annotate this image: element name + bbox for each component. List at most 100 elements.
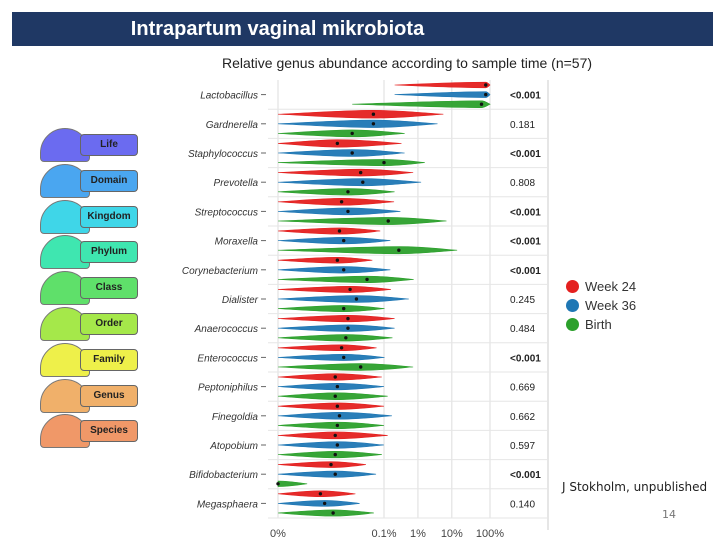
violin-week-24	[277, 344, 377, 352]
pyramid-level: Species	[36, 414, 140, 450]
genus-label: Peptoniphilus	[198, 383, 258, 394]
median-point	[358, 170, 363, 175]
genus-label: Streptococcus	[195, 207, 258, 218]
violin-week-24	[277, 461, 367, 468]
violin-week-36	[277, 353, 385, 361]
pyramid-level: Order	[36, 306, 140, 343]
violin-birth	[277, 334, 393, 342]
legend-item: Birth	[566, 316, 636, 332]
legend: Week 24 Week 36 Birth	[566, 278, 636, 335]
median-point	[342, 306, 346, 311]
taxonomy-pyramid: Life Domain Kingdom Phylum Class Order Family G…	[36, 128, 140, 450]
p-value-label: 0.669	[510, 383, 535, 394]
violin-birth	[277, 217, 447, 225]
violin-birth	[277, 159, 425, 167]
median-point	[342, 238, 346, 243]
violin-week-36	[277, 500, 360, 507]
violin-week-36	[277, 383, 385, 391]
genus-label: Gardnerella	[206, 120, 259, 131]
legend-item: Week 24	[566, 278, 636, 294]
median-point	[339, 200, 344, 204]
violin-week-36	[394, 91, 491, 98]
median-point	[361, 180, 365, 184]
genus-label: Prevotella	[214, 178, 259, 189]
violin-birth	[277, 275, 414, 283]
x-tick-label: 1%	[410, 528, 426, 540]
violin-birth	[277, 451, 382, 459]
genus-labels: Lactobacillus Gardnerella Staphylococcus Pr…	[182, 91, 266, 510]
pyramid-shape	[40, 342, 90, 377]
p-value-label: <0.001	[510, 470, 541, 481]
genus-label: Megasphaera	[197, 499, 259, 510]
median-point	[333, 375, 337, 379]
median-point	[371, 122, 376, 126]
pyramid-level-label: Species	[80, 420, 138, 443]
p-value-label: 0.808	[510, 178, 535, 189]
median-point	[344, 336, 348, 340]
median-point	[348, 287, 352, 292]
x-tick-label: 0.1%	[371, 528, 396, 540]
median-point	[479, 102, 484, 106]
violin-birth	[277, 421, 385, 429]
page-number: 14	[662, 508, 676, 521]
chart-plot-area	[276, 81, 491, 517]
median-point	[346, 190, 350, 194]
median-point	[354, 297, 359, 301]
pyramid-level: Family	[36, 342, 140, 379]
p-value-label: 0.597	[510, 441, 535, 452]
p-value-label: 0.140	[510, 499, 535, 510]
median-point	[333, 433, 337, 438]
violin-week-24	[277, 168, 414, 177]
median-point	[335, 423, 340, 428]
p-value-label: 0.484	[510, 324, 535, 335]
median-point	[365, 277, 369, 282]
genus-label: Lactobacillus	[200, 91, 258, 102]
violin-week-24	[277, 431, 388, 440]
slide-title-bar: Intrapartum vaginal mikrobiota	[12, 12, 713, 46]
genus-label: Corynebacterium	[182, 266, 258, 277]
violin-week-24	[277, 490, 356, 498]
median-point	[484, 83, 488, 87]
violin-week-24	[277, 109, 444, 119]
genus-label: Moraxella	[215, 237, 259, 248]
median-point	[386, 219, 390, 223]
legend-swatch	[566, 279, 579, 293]
p-value-label: <0.001	[510, 237, 541, 248]
median-point	[350, 131, 354, 136]
median-point	[339, 346, 344, 350]
violin-week-36	[277, 441, 385, 449]
pyramid-level: Life	[36, 128, 140, 164]
violin-week-24	[277, 373, 382, 381]
median-point	[318, 492, 323, 496]
violin-week-36	[277, 119, 438, 128]
p-value-label: 0.662	[510, 412, 535, 423]
x-tick-label: 10%	[441, 528, 463, 540]
legend-label: Week 24	[585, 278, 637, 294]
x-axis-ticks: 0% 0.1% 1% 10% 100%	[270, 528, 504, 540]
median-point	[371, 112, 376, 116]
median-point	[333, 394, 337, 398]
median-point	[484, 92, 488, 97]
pyramid-level-label: Kingdom	[80, 205, 138, 228]
median-point	[342, 355, 346, 360]
violin-birth	[277, 509, 374, 517]
p-value-label: <0.001	[510, 91, 541, 102]
violin-week-24	[277, 315, 395, 323]
median-point	[346, 209, 350, 214]
median-point	[350, 151, 354, 155]
p-value-label: 0.181	[510, 120, 535, 131]
x-tick-label: 100%	[476, 528, 504, 540]
median-point	[322, 501, 327, 506]
p-value-label: <0.001	[510, 266, 541, 277]
violin-week-36	[277, 412, 392, 420]
p-value-label: 0.245	[510, 295, 535, 306]
x-tick-label: 0%	[270, 528, 286, 540]
median-point	[329, 462, 333, 467]
violin-birth	[277, 392, 388, 400]
p-value-label: <0.001	[510, 149, 541, 160]
violin-week-24	[394, 81, 491, 89]
violin-week-24	[277, 256, 373, 264]
genus-label: Bifidobacterium	[189, 470, 258, 481]
violin-week-24	[277, 139, 402, 148]
violin-birth	[352, 100, 491, 108]
